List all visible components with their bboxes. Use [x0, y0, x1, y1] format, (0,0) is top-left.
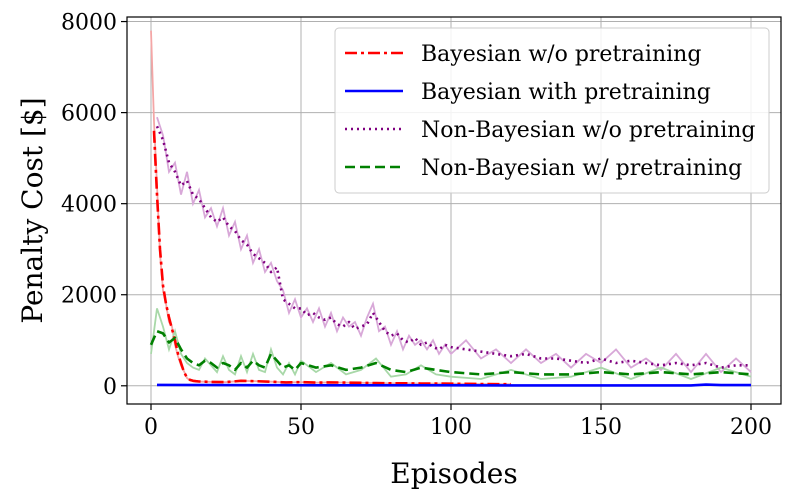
y-axis-title: Penalty Cost [$]	[16, 97, 49, 323]
series-line-1	[152, 130, 512, 386]
legend-label-3: Non-Bayesian w/o pretraining	[421, 118, 756, 143]
legend-label-1: Bayesian w/o pretraining	[421, 42, 701, 67]
legend: Bayesian w/o pretraining Bayesian with pr…	[334, 27, 770, 194]
series-line-3	[155, 125, 751, 369]
y-ticks: 0 2000 4000 6000 8000	[61, 11, 127, 400]
x-axis-title: Episodes	[390, 457, 517, 490]
y-tick-label: 4000	[61, 193, 117, 218]
x-ticks: 0 50 100 150 200	[144, 404, 772, 440]
x-tick-label: 150	[580, 415, 622, 440]
legend-label-4: Non-Bayesian w/ pretraining	[421, 156, 742, 181]
y-tick-label: 2000	[61, 284, 117, 309]
y-tick-label: 8000	[61, 11, 117, 36]
plot-frame	[126, 16, 782, 405]
x-tick-label: 200	[730, 415, 772, 440]
series-line-4	[149, 329, 752, 376]
x-tick-label: 100	[430, 415, 472, 440]
series-lines	[149, 125, 752, 387]
legend-box	[334, 27, 770, 194]
x-tick-label: 0	[144, 415, 158, 440]
raw-series-line-4	[150, 308, 752, 380]
legend-label-2: Bayesian with pretraining	[421, 80, 711, 105]
y-tick-label: 0	[103, 375, 117, 400]
y-tick-label: 6000	[61, 102, 117, 127]
x-tick-label: 50	[287, 415, 315, 440]
series-line-2	[156, 383, 751, 387]
